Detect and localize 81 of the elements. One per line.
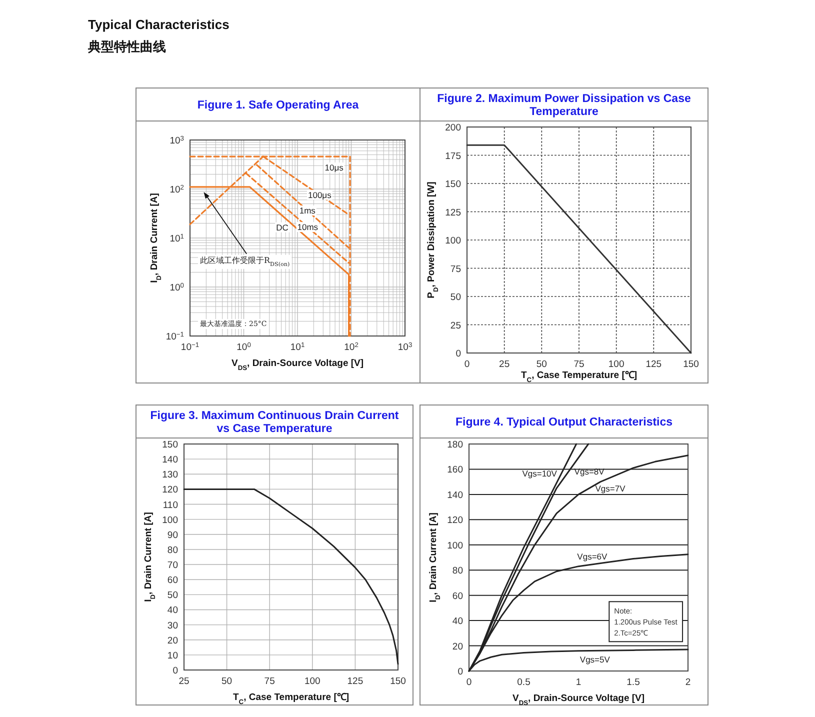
series-label: Vgs=5V [580,654,610,665]
y-tick-label: 140 [447,490,463,501]
series-label: 1ms [299,206,316,216]
x-tick-label: 150 [683,359,699,370]
series-label: 10μs [324,162,344,173]
x-tick-label: 10$^{3}$ [398,342,412,353]
x-axis-title: T$_{C}$, Case Temperature [℃] [232,692,350,706]
y-tick-label: 120 [447,515,463,526]
y-tick-label: 80 [167,544,178,556]
y-tick-label: 10$^{0}$ [170,282,184,294]
y-tick-label: 40 [167,605,178,616]
annotation: 此区域工作受限于R$_{DS(on)}$ [200,256,290,268]
y-tick-label: 60 [452,590,463,602]
x-axis-title: V$_{DS}$, Drain-Source Voltage [V] [231,358,364,372]
x-tick-label: 125 [646,359,662,370]
series-label: Vgs=7V [595,484,626,494]
x-tick-label: 10$^{1}$ [290,342,305,353]
y-tick-label: 10$^{−1}$ [166,331,184,342]
y-tick-label: 100 [445,236,461,246]
x-tick-label: 1.5 [626,677,640,688]
series-label: 10ms [297,222,318,232]
x-tick-label: 100 [304,676,320,687]
y-tick-label: 160 [447,464,463,476]
x-tick-label: 0 [466,677,472,688]
y-tick-label: 90 [167,530,178,541]
y-tick-label: 150 [162,440,178,450]
y-tick-label: 180 [447,440,463,450]
x-axis-title: V$_{DS}$, Drain-Source Voltage [V] [512,693,645,706]
series-label: Vgs=6V [577,551,608,562]
y-tick-label: 80 [452,566,463,577]
chart-title: Figure 1. Safe Operating Area [197,100,360,112]
x-tick-label: 0 [464,359,470,370]
y-tick-label: 130 [162,470,178,481]
x-tick-label: 150 [390,676,406,687]
text: 典型特性曲线 [87,39,166,54]
x-tick-label: 10$^{−1}$ [180,342,200,353]
x-tick-label: 50 [222,676,232,687]
text: Typical Characteristics [88,17,230,32]
y-tick-label: 110 [162,500,178,511]
y-tick-label: 140 [162,454,178,466]
y-tick-label: 10 [167,650,178,662]
y-tick-label: 100 [447,540,463,552]
y-tick-label: 75 [450,264,461,275]
y-tick-label: 50 [450,292,461,303]
y-tick-label: 150 [445,179,461,190]
x-tick-label: 25 [499,359,510,370]
y-tick-label: 10$^{3}$ [170,135,184,146]
chart-title: Figure 2. Maximum Power Dissipation vs Case Temperature [437,93,691,118]
y-tick-label: 60 [167,575,178,586]
x-tick-label: 2 [685,677,691,688]
x-tick-label: 125 [347,676,364,687]
x-tick-label: 10$^{2}$ [344,342,359,353]
y-tick-label: 0 [172,666,178,676]
series-label: DC [276,222,288,232]
chart-title: Figure 3. Maximum Continuous Drain Current vs Case Temperature [150,410,399,435]
y-tick-label: 70 [167,560,178,572]
series-label: 100μs [308,190,332,200]
series-label: Vgs=10V [522,468,558,478]
x-tick-label: 10$^{0}$ [236,342,252,353]
x-tick-label: 75 [264,676,275,687]
y-tick-label: 20 [452,641,463,652]
x-tick-label: 0.5 [517,677,530,688]
y-tick-label: 10$^{2}$ [170,184,184,196]
y-tick-label: 25 [450,320,461,332]
chart-title: Figure 4. Typical Output Characteristics [455,416,673,428]
y-tick-label: 20 [167,635,178,646]
x-tick-label: 100 [608,359,624,370]
y-tick-label: 10$^{1}$ [170,233,184,244]
y-tick-label: 175 [445,150,461,162]
y-tick-label: 50 [167,590,178,602]
y-tick-label: 40 [452,616,463,628]
y-tick-label: 0 [458,666,463,678]
x-tick-label: 75 [574,359,584,370]
x-axis-title: T$_{C}$, Case Temperature [℃] [520,370,638,384]
x-tick-label: 50 [536,359,547,370]
y-tick-label: 100 [162,514,178,526]
y-tick-label: 125 [445,207,461,218]
y-tick-label: 120 [162,484,178,496]
y-tick-label: 200 [445,122,461,134]
x-tick-label: 1 [576,677,582,688]
y-tick-label: 30 [167,620,178,632]
